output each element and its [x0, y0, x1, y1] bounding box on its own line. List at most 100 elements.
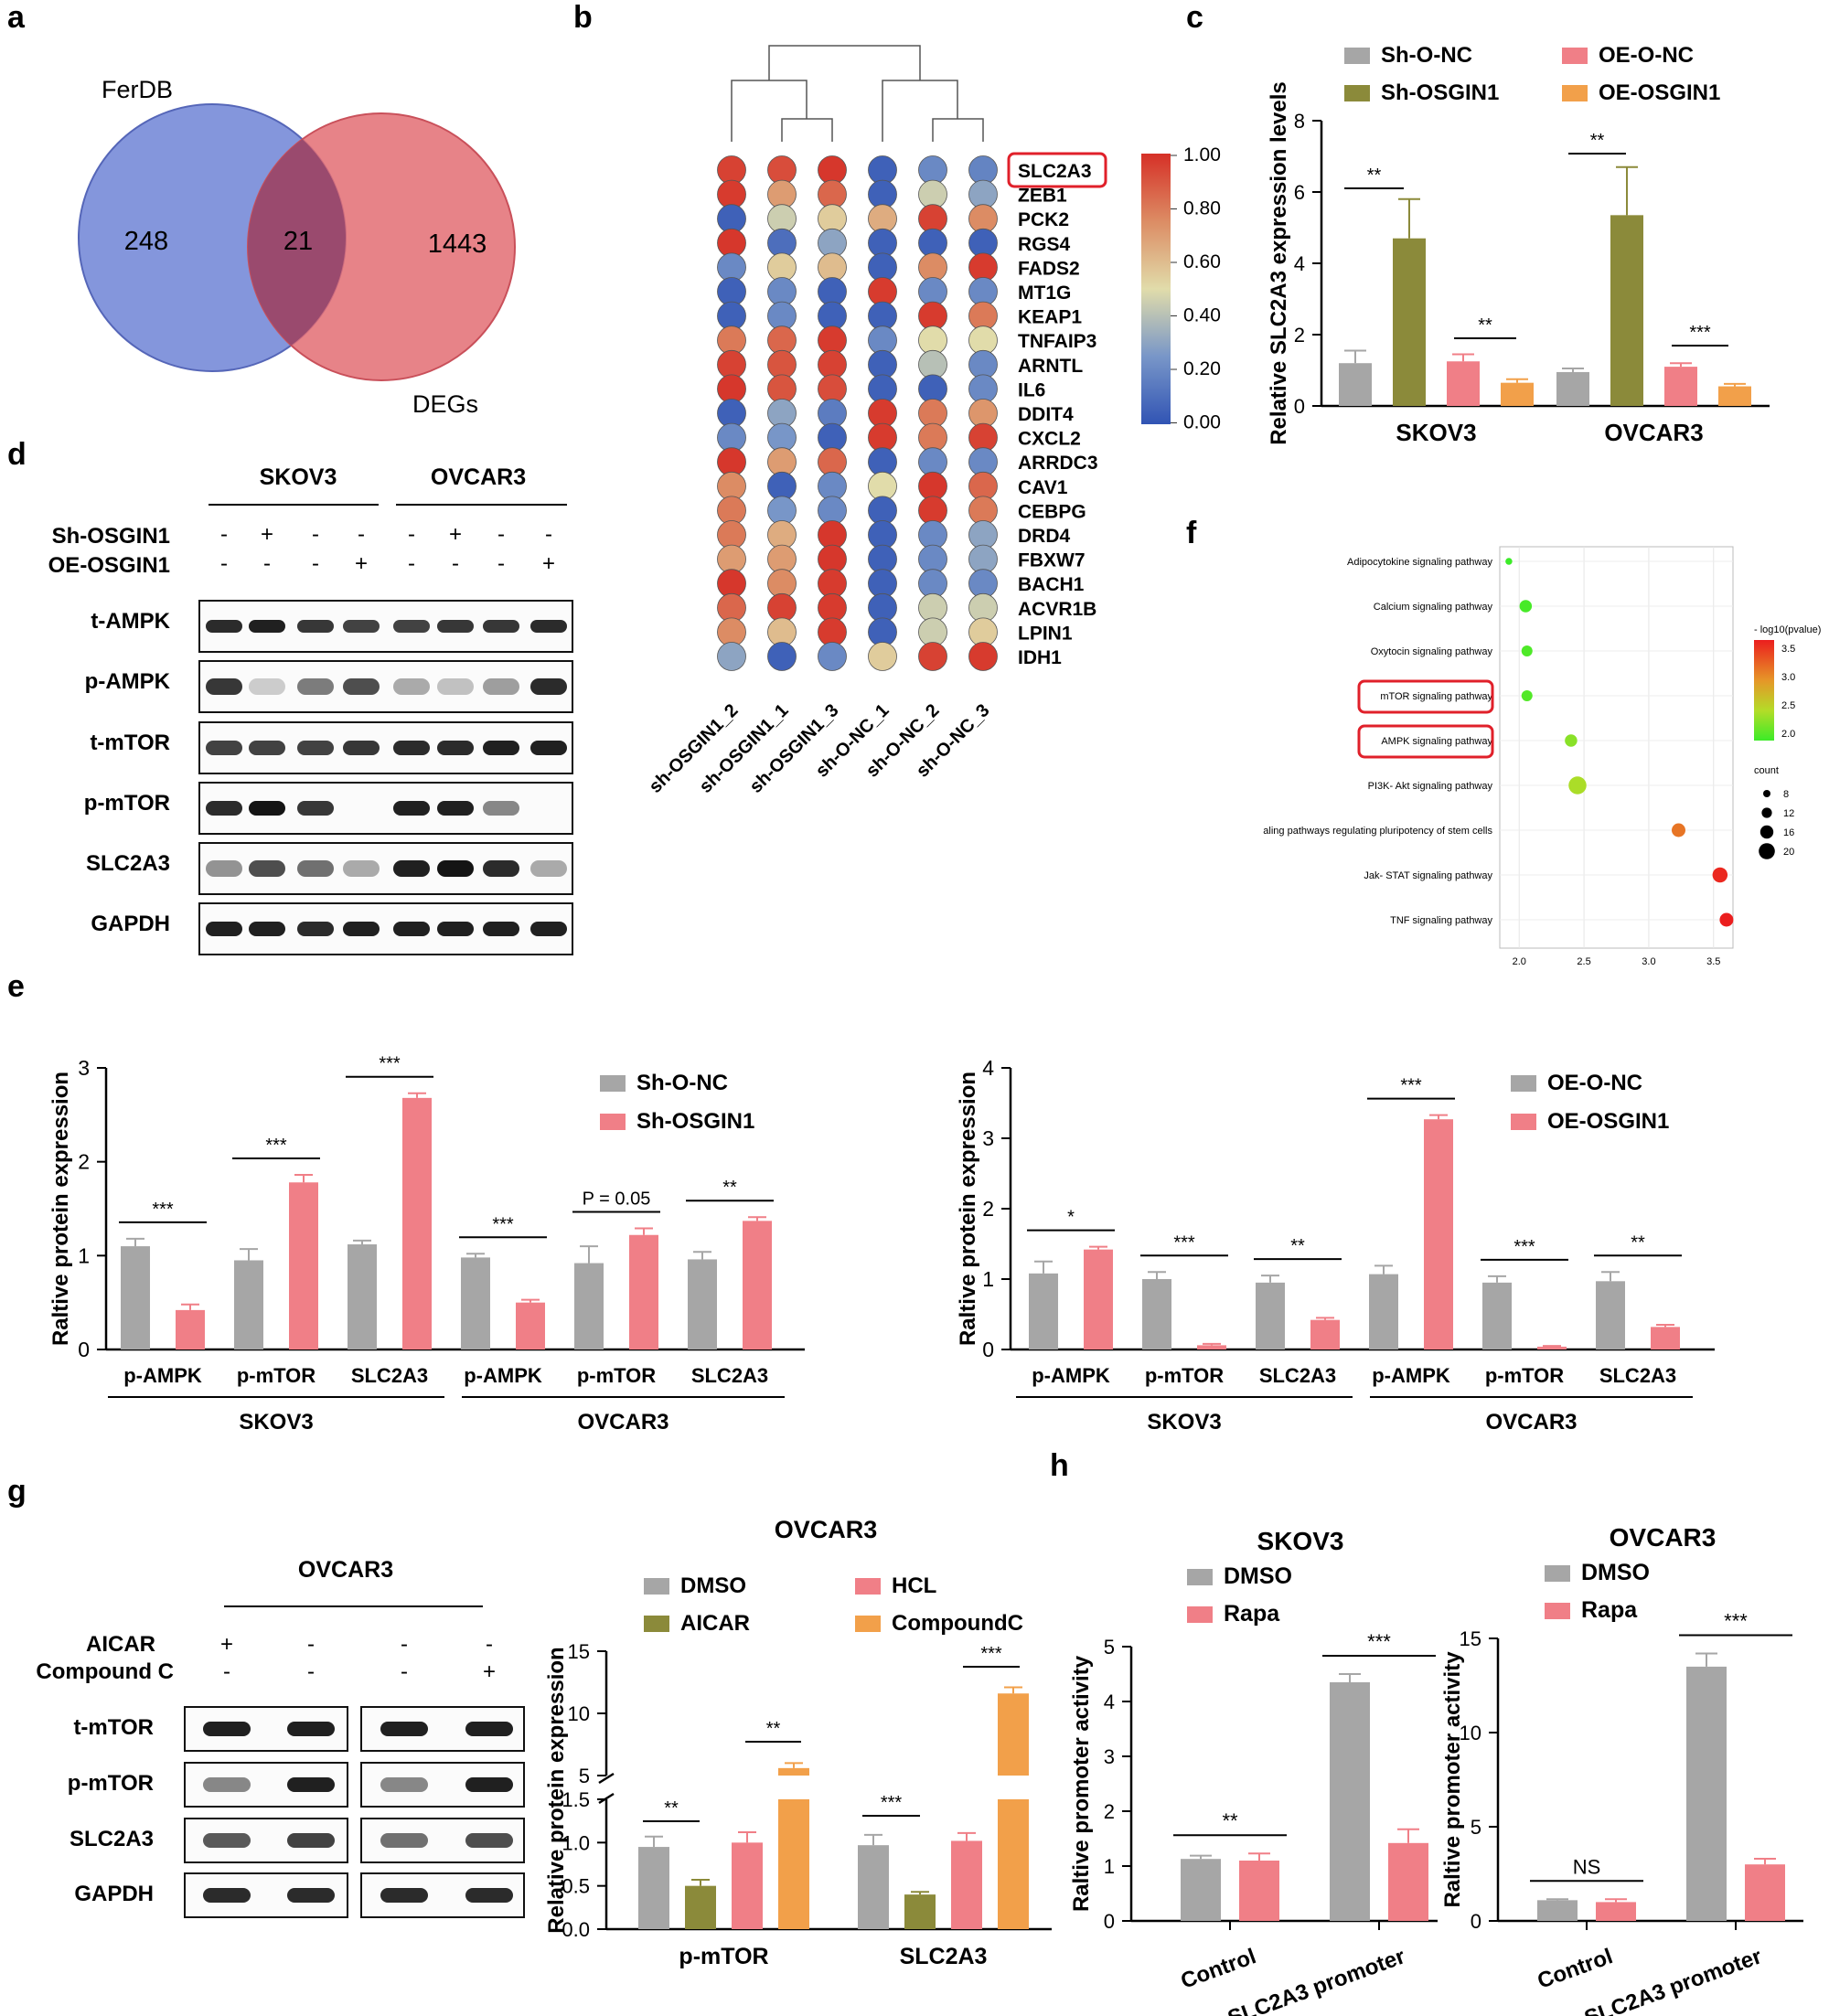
bar: [1197, 1345, 1226, 1349]
legend-swatch: [1511, 1075, 1536, 1092]
blot-band: [203, 1777, 251, 1792]
treatment-sign: -: [263, 551, 271, 576]
blot-band: [530, 741, 567, 755]
y-tick-label: 2: [1104, 1800, 1115, 1823]
x-category-label: Control: [1178, 1944, 1259, 1994]
legend-label: HCL: [892, 1573, 936, 1598]
bar: [1686, 1666, 1727, 1921]
treatment-sign: -: [408, 522, 415, 547]
blot-band: [393, 801, 430, 816]
venn-diagram: FerDB DEGs 248 21 1443: [78, 76, 516, 418]
gene-label: IL6: [1018, 379, 1045, 400]
colorbar-tick-label: 2.0: [1781, 729, 1795, 740]
y-tick-label: 1.0: [562, 1831, 590, 1854]
bar: [1482, 1282, 1512, 1349]
y-tick-label: 6: [1294, 181, 1305, 204]
bar: [858, 1845, 889, 1929]
legend-label: DMSO: [1224, 1563, 1292, 1589]
bar: [743, 1221, 772, 1349]
pathway-label: Jak- STAT signaling pathway: [1364, 870, 1492, 881]
bar: [685, 1885, 716, 1929]
bubble: [1521, 645, 1533, 656]
blot-band: [249, 801, 285, 816]
blot-band: [437, 922, 474, 936]
legend-swatch: [1562, 85, 1588, 101]
bar: [121, 1246, 150, 1349]
blot-band: [483, 860, 519, 877]
significance-label: **: [1478, 315, 1492, 336]
y-tick-label: 5: [579, 1765, 590, 1787]
blot-band: [437, 801, 474, 816]
treatment-sign: +: [483, 1659, 496, 1684]
pathway-label: Calcium signaling pathway: [1374, 602, 1493, 613]
western-blot-d: SKOV3 OVCAR3 Sh-OSGIN1 OE-OSGIN1 - + - - - + - - - - -…: [48, 464, 573, 955]
dendro-branch: [731, 80, 808, 142]
treatment-sign: -: [307, 1632, 315, 1657]
legend-swatch: [855, 1578, 881, 1595]
panel-letter-e: e: [7, 969, 25, 1004]
significance-label: **: [1290, 1236, 1305, 1256]
bar: [1537, 1346, 1567, 1349]
treatment-sign: -: [220, 551, 228, 576]
legend-label: Sh-O-NC: [1381, 43, 1472, 68]
gene-label: RGS4: [1018, 234, 1071, 255]
gene-label: TNFAIP3: [1018, 331, 1096, 352]
y-tick-label: 15: [568, 1640, 590, 1663]
band-label: SLC2A3: [70, 1827, 154, 1851]
x-category-label: OVCAR3: [1604, 419, 1703, 446]
blot-band: [206, 678, 242, 695]
x-category-label: SLC2A3: [900, 1944, 988, 1969]
y-tick-label: 3: [1104, 1745, 1115, 1768]
blot-band: [297, 801, 334, 816]
x-category-label: p-AMPK: [1372, 1364, 1450, 1387]
pathway-label: PI3K- Akt signaling pathway: [1368, 781, 1493, 792]
significance-label: NS: [1573, 1855, 1601, 1878]
treatment-sign: +: [449, 522, 462, 547]
blot-band: [287, 1722, 335, 1736]
size-legend-label: 16: [1783, 827, 1794, 838]
legend-swatch: [600, 1114, 626, 1130]
blot-band: [343, 922, 380, 936]
bar: [1596, 1902, 1636, 1921]
blot-band: [343, 678, 380, 695]
highlight-box: [1357, 724, 1494, 759]
blot-band: [393, 860, 430, 877]
pathway-label: Oxytocin signaling pathway: [1371, 646, 1493, 657]
chart-title: OVCAR3: [1610, 1523, 1717, 1552]
blot-band: [483, 620, 519, 633]
x-category-label: p-AMPK: [1032, 1364, 1110, 1387]
bar-upper: [998, 1693, 1029, 1776]
bar: [1029, 1273, 1058, 1349]
sample-label: sh-OSGIN1_3: [746, 700, 843, 797]
x-tick-label: 3.0: [1642, 956, 1655, 967]
band-label: p-mTOR: [68, 1771, 154, 1796]
legend-label: CompoundC: [892, 1611, 1023, 1636]
heatmap-dot: [717, 642, 746, 671]
significance-label: **: [1631, 1232, 1645, 1253]
chart-title: SKOV3: [1257, 1527, 1344, 1555]
treatment-sign: +: [261, 522, 273, 547]
legend-swatch: [855, 1616, 881, 1632]
y-tick-label: 10: [1460, 1722, 1481, 1744]
x-tick-label: 3.5: [1706, 956, 1720, 967]
size-legend-dot: [1759, 825, 1774, 839]
blot-band: [530, 620, 567, 633]
y-axis-label: Raltive protein expression: [48, 1072, 73, 1346]
blot-band: [287, 1777, 335, 1792]
cell-line-label: OVCAR3: [1485, 1410, 1577, 1435]
y-tick-label: 0: [1471, 1910, 1481, 1933]
bar: [1447, 361, 1480, 406]
blot-band: [249, 620, 285, 633]
dendro-branch: [781, 118, 833, 142]
significance-label: *: [1067, 1208, 1075, 1228]
bar: [1142, 1279, 1171, 1349]
legend-swatch: [644, 1616, 669, 1632]
x-category-label: Control: [1535, 1944, 1616, 1994]
y-tick-label: 4: [982, 1056, 994, 1080]
bar: [1181, 1859, 1221, 1921]
y-tick-label: 4: [1294, 252, 1305, 275]
legend-label: DMSO: [680, 1573, 746, 1598]
